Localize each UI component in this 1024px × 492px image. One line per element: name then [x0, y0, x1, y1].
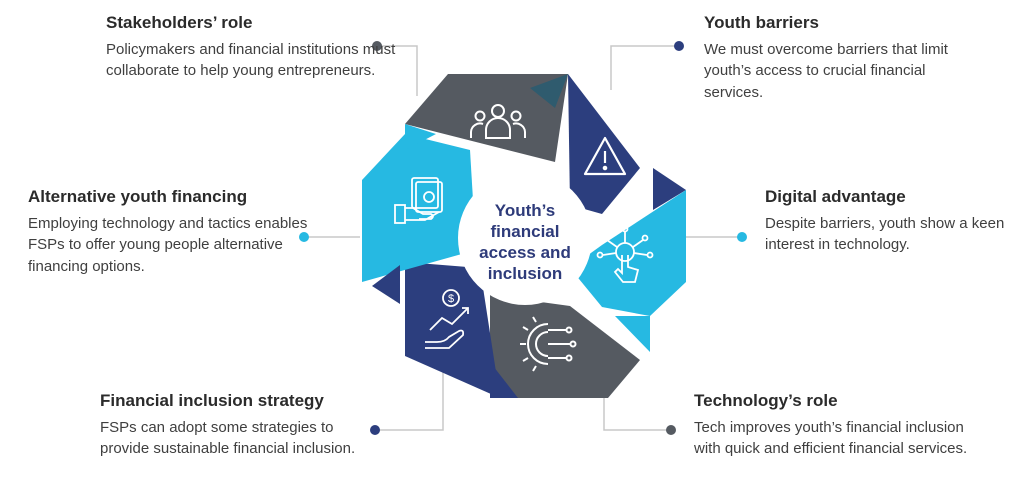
center-line-3: access and — [479, 243, 571, 262]
connector-barriers — [610, 45, 679, 90]
warning-icon — [583, 136, 627, 176]
barriers-title: Youth barriers — [704, 13, 819, 32]
technology-text: Tech improves youth’s financial inclusio… — [694, 418, 968, 458]
dot-barriers — [674, 41, 684, 51]
connector-strategy — [375, 372, 444, 431]
segment-digital — [570, 190, 686, 316]
hand-coin-growth-icon: $ — [425, 289, 469, 349]
segment-strategy — [405, 262, 500, 398]
cash-hand-icon — [394, 177, 443, 224]
stakeholders-title: Stakeholders’ role — [106, 13, 253, 32]
segment-technology — [490, 295, 640, 398]
digital-text: Despite barriers, youth show a keen inte… — [765, 214, 1005, 254]
touch-network-icon — [596, 225, 654, 283]
strategy-block: Financial inclusion strategy FSPs can ad… — [100, 391, 360, 460]
center-line-4: inclusion — [488, 264, 563, 283]
barriers-block: Youth barriers We must overcome barriers… — [704, 13, 984, 104]
connector-technology — [603, 385, 671, 431]
segment-teal-accent — [530, 74, 568, 108]
stakeholders-text: Policymakers and financial institutions … — [106, 40, 396, 80]
segment-alt-tip — [405, 124, 436, 150]
segment-barriers-tip — [653, 168, 686, 210]
technology-title: Technology’s role — [694, 391, 838, 410]
alternative-title: Alternative youth financing — [28, 187, 248, 206]
strategy-text: FSPs can adopt some strategies to provid… — [100, 418, 356, 458]
segment-stakeholders — [405, 74, 568, 162]
segment-barriers — [568, 74, 640, 214]
dot-strategy — [370, 425, 380, 435]
segment-strategy-tip — [490, 362, 518, 398]
people-group-icon — [470, 104, 526, 139]
dot-digital — [737, 232, 747, 242]
dot-technology — [666, 425, 676, 435]
stakeholders-block: Stakeholders’ role Policymakers and fina… — [106, 13, 406, 82]
segment-tech-accent — [615, 316, 650, 352]
segment-alt-bottom — [372, 265, 400, 304]
connector-dots — [299, 41, 747, 435]
barriers-text: We must overcome barriers that limit you… — [704, 40, 948, 102]
center-line-2: financial — [491, 222, 560, 241]
hexagon-segments — [362, 74, 686, 398]
dot-alternative — [299, 232, 309, 242]
center-line-1: Youth’s — [495, 201, 555, 220]
digital-block: Digital advantage Despite barriers, yout… — [765, 187, 1005, 256]
digital-title: Digital advantage — [765, 187, 906, 206]
alternative-block: Alternative youth financing Employing te… — [28, 187, 318, 278]
connector-lines — [304, 45, 742, 431]
technology-block: Technology’s role Tech improves youth’s … — [694, 391, 974, 460]
connector-stakeholders — [377, 45, 418, 96]
dot-stakeholders — [372, 41, 382, 51]
gear-circuit-icon — [520, 316, 577, 372]
alternative-text: Employing technology and tactics enables… — [28, 214, 308, 276]
svg-text:$: $ — [448, 293, 454, 305]
center-circle — [458, 171, 592, 305]
strategy-title: Financial inclusion strategy — [100, 391, 324, 410]
